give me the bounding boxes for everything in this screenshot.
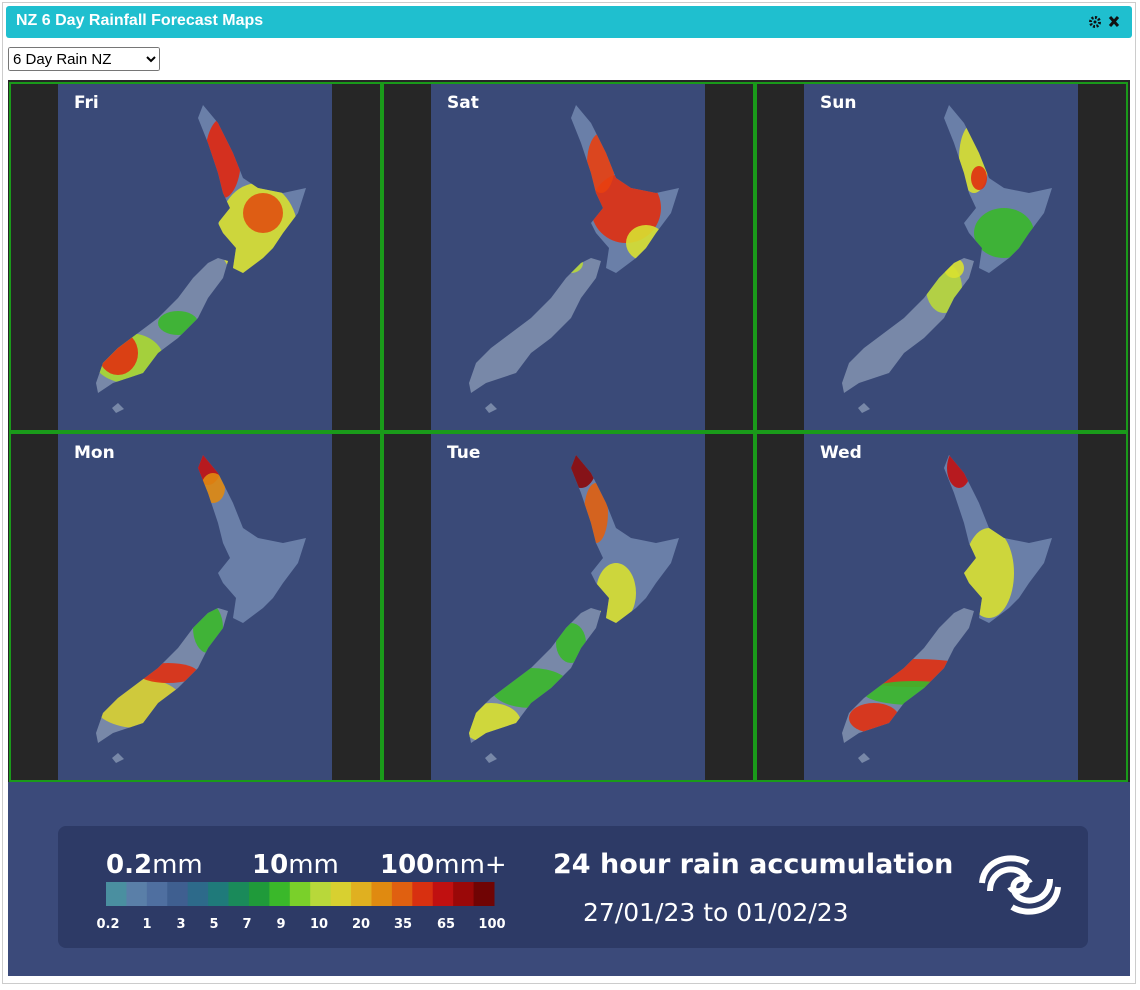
- color-swatch: [187, 882, 209, 906]
- scale-label: 10: [310, 917, 328, 932]
- settings-icon[interactable]: [1089, 16, 1101, 28]
- day-label: Mon: [74, 443, 115, 463]
- heading-amount: 10: [252, 850, 288, 880]
- day-label: Fri: [74, 93, 99, 113]
- color-swatch: [330, 882, 352, 906]
- cell-border: [9, 82, 382, 432]
- map-cell: Mon: [9, 432, 382, 782]
- map-cell: Sat: [382, 82, 755, 432]
- day-label: Tue: [447, 443, 480, 463]
- day-label: Sat: [447, 93, 479, 113]
- scale-label: 9: [276, 917, 285, 932]
- heading-unit: mm+: [434, 850, 506, 880]
- map-cell: Tue: [382, 432, 755, 782]
- scale-label: 0.2: [96, 917, 119, 932]
- color-swatch: [106, 882, 127, 906]
- color-swatch: [391, 882, 413, 906]
- legend-heading: 10mm: [252, 850, 339, 880]
- widget-controls: [1089, 16, 1120, 28]
- color-swatch: [453, 882, 475, 906]
- color-swatch: [412, 882, 434, 906]
- cell-border: [382, 432, 755, 782]
- legend-heading: 0.2mm: [106, 850, 203, 880]
- scale-label: 1: [142, 917, 151, 932]
- title-bar: NZ 6 Day Rainfall Forecast Maps: [6, 6, 1132, 38]
- legend-period: 27/01/23 to 01/02/23: [583, 898, 849, 927]
- color-swatch: [351, 882, 372, 906]
- scale-label: 7: [242, 917, 251, 932]
- map-cell: Sun: [755, 82, 1128, 432]
- color-swatch: [228, 882, 250, 906]
- color-swatch: [473, 882, 495, 906]
- cell-border: [755, 82, 1128, 432]
- rain-area: [971, 166, 987, 190]
- scale-label: 35: [394, 917, 412, 932]
- color-swatch: [371, 882, 393, 906]
- cell-border: [9, 432, 382, 782]
- widget-title: NZ 6 Day Rainfall Forecast Maps: [16, 12, 264, 29]
- color-swatch: [146, 882, 168, 906]
- color-swatch: [248, 882, 270, 906]
- map-cell: Wed: [755, 432, 1128, 782]
- legend-heading: 100mm+: [380, 850, 507, 880]
- color-swatch: [310, 882, 332, 906]
- scale-label: 5: [209, 917, 218, 932]
- close-icon[interactable]: [1108, 16, 1120, 27]
- logo: [979, 855, 1061, 915]
- legend-box: [58, 826, 1088, 948]
- cell-border: [755, 432, 1128, 782]
- legend-title: 24 hour rain accumulation: [553, 849, 953, 880]
- scale-label: 3: [176, 917, 185, 932]
- day-label: Wed: [820, 443, 862, 463]
- color-swatch: [126, 882, 148, 906]
- heading-amount: 0.2: [106, 850, 152, 880]
- heading-unit: mm: [288, 850, 339, 880]
- scale-label: 20: [352, 917, 370, 932]
- rain-area: [974, 208, 1034, 258]
- color-swatch: [432, 882, 454, 906]
- map-cell: Fri: [9, 82, 382, 432]
- map-selector[interactable]: 6 Day Rain NZ: [8, 47, 160, 71]
- scale-label: 65: [437, 917, 455, 932]
- rain-area: [556, 623, 586, 663]
- scale-label: 100: [478, 917, 505, 932]
- color-swatch: [289, 882, 311, 906]
- heading-unit: mm: [152, 850, 203, 880]
- color-swatch: [269, 882, 291, 906]
- color-swatch: [167, 882, 189, 906]
- cell-border: [382, 82, 755, 432]
- color-swatch: [208, 882, 230, 906]
- rain-area: [243, 193, 283, 233]
- day-label: Sun: [820, 93, 856, 113]
- heading-amount: 100: [380, 850, 434, 880]
